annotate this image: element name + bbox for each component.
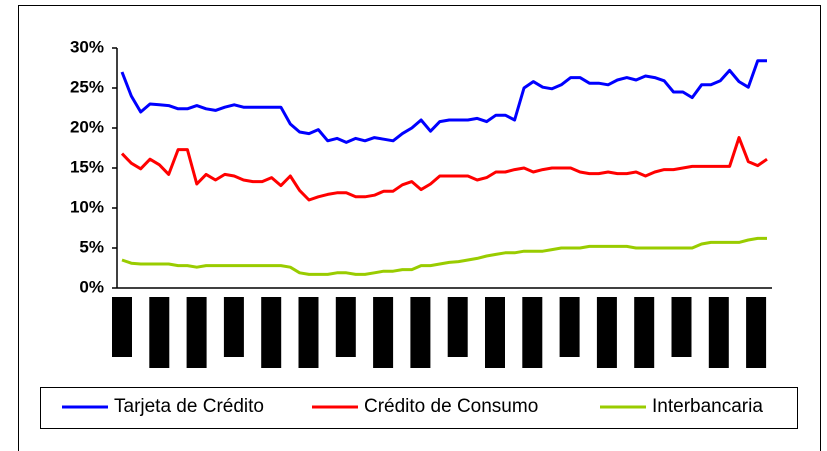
y-tick-label: 20% bbox=[70, 117, 104, 136]
x-label-block bbox=[708, 297, 729, 368]
y-tick-label: 10% bbox=[70, 197, 104, 216]
x-label-block bbox=[186, 297, 207, 368]
x-label-block bbox=[373, 297, 394, 368]
y-tick-label: 5% bbox=[79, 237, 104, 256]
x-label-block bbox=[223, 297, 244, 357]
x-label-block bbox=[261, 297, 282, 368]
x-label-block bbox=[149, 297, 170, 368]
y-tick-label: 15% bbox=[70, 157, 104, 176]
x-label-block bbox=[112, 297, 132, 357]
x-label-block bbox=[447, 297, 468, 357]
x-label-block bbox=[559, 297, 580, 357]
y-tick-label: 30% bbox=[70, 37, 104, 56]
x-label-block bbox=[671, 297, 692, 357]
x-label-block bbox=[746, 297, 767, 368]
series-line bbox=[120, 136, 768, 202]
x-label-block bbox=[335, 297, 356, 357]
y-tick-label: 25% bbox=[70, 77, 104, 96]
x-label-block bbox=[596, 297, 617, 368]
y-tick-label: 0% bbox=[79, 277, 104, 296]
legend-label: Crédito de Consumo bbox=[364, 396, 538, 417]
legend-label: Interbancaria bbox=[652, 396, 763, 417]
chart-frame bbox=[18, 5, 821, 451]
x-label-block bbox=[634, 297, 655, 368]
x-label-block bbox=[298, 297, 319, 368]
series-line bbox=[121, 236, 767, 276]
x-label-block bbox=[522, 297, 543, 368]
legend-box bbox=[40, 387, 798, 429]
legend-label: Tarjeta de Crédito bbox=[114, 396, 264, 417]
x-label-block bbox=[410, 297, 431, 368]
series-line bbox=[120, 59, 767, 144]
x-label-block bbox=[485, 297, 505, 368]
